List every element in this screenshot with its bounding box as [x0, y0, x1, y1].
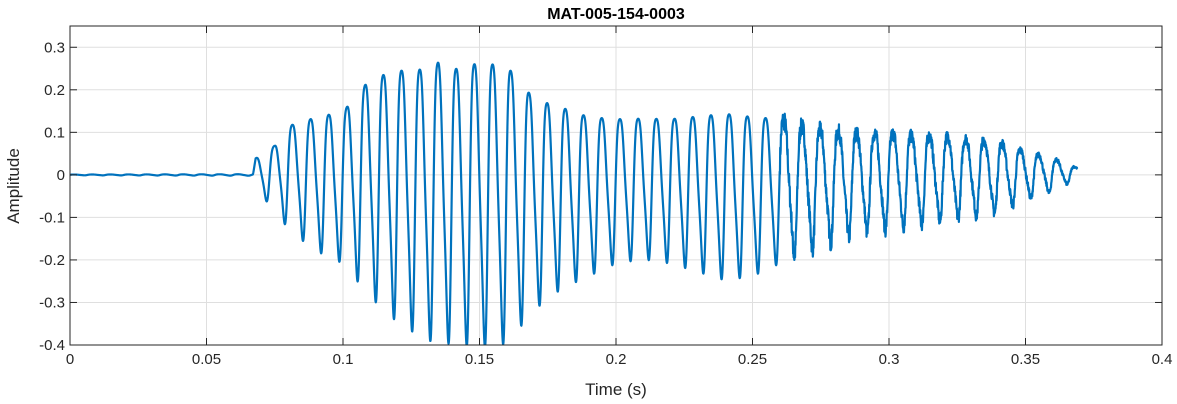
y-tick-label: -0.4 [39, 337, 65, 354]
signal-layer [70, 61, 1079, 345]
x-tick-label: 0 [66, 351, 74, 368]
y-tick-labels: -0.4 -0.3 -0.2 -0.1 0 0.1 0.2 0.3 [39, 39, 65, 354]
x-tick-label: 0.3 [879, 351, 900, 368]
series-line [70, 61, 1079, 345]
plot-frame [69, 25, 1163, 346]
x-tick-label: 0.4 [1152, 351, 1173, 368]
x-tick-labels: 0 0.05 0.1 0.15 0.2 0.25 0.3 0.35 0.4 [66, 351, 1173, 368]
y-axis-label: Amplitude [4, 148, 23, 224]
chart-title: MAT-005-154-0003 [547, 6, 685, 23]
x-tick-label: 0.2 [606, 351, 627, 368]
y-tick-label: -0.1 [39, 209, 65, 226]
y-tick-label: -0.2 [39, 252, 65, 269]
x-tick-label: 0.25 [738, 351, 767, 368]
y-tick-label: 0.3 [44, 39, 65, 56]
y-tick-label: -0.3 [39, 294, 65, 311]
y-tick-label: 0 [57, 167, 65, 184]
y-tick-label: 0.1 [44, 124, 65, 141]
x-tick-label: 0.1 [333, 351, 354, 368]
x-tick-label: 0.15 [465, 351, 494, 368]
y-tick-label: 0.2 [44, 82, 65, 99]
x-tick-label: 0.35 [1011, 351, 1040, 368]
x-tick-label: 0.05 [192, 351, 221, 368]
x-axis-label: Time (s) [585, 380, 647, 399]
